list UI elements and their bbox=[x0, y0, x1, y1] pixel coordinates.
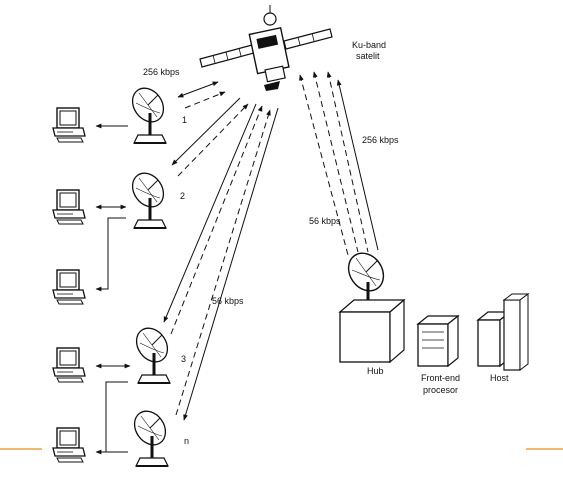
frontend-box bbox=[417, 323, 449, 367]
frontend-box-side bbox=[447, 314, 459, 368]
station-n: n bbox=[52, 381, 189, 468]
link-hub-dashed-3 bbox=[326, 71, 369, 253]
link-station-2-solid bbox=[171, 97, 241, 166]
satellite-label-line2: satelit bbox=[356, 51, 380, 61]
station-1-number: 1 bbox=[182, 115, 187, 125]
link-hub-solid bbox=[336, 79, 379, 251]
frontend-label-line1: Front-end bbox=[421, 373, 460, 383]
satellite-label-line1: Ku-band bbox=[352, 40, 386, 50]
link-hub-dashed-1 bbox=[299, 74, 349, 256]
station-3-number: 3 bbox=[181, 354, 186, 364]
link-station-1-dashed bbox=[184, 91, 226, 109]
computer-icon bbox=[52, 347, 86, 383]
link-station-n-solid bbox=[183, 107, 279, 421]
hub: Hub Front-end procesor Host bbox=[338, 252, 530, 395]
host-label: Host bbox=[490, 373, 509, 383]
hub-label: Hub bbox=[367, 366, 384, 376]
station-2-number: 2 bbox=[180, 191, 185, 201]
hub-box-side bbox=[389, 298, 405, 364]
hub-dish-icon bbox=[347, 252, 385, 308]
link-station-3-solid bbox=[163, 103, 257, 323]
dish-icon bbox=[128, 320, 176, 385]
rate-label-right-lower: 56 kbps bbox=[309, 216, 341, 226]
link-station-2-dashed bbox=[177, 103, 249, 177]
station-1: 1 bbox=[52, 80, 187, 145]
station-n-number: n bbox=[184, 436, 189, 446]
computer-icon bbox=[52, 107, 86, 143]
computer-icon bbox=[52, 427, 86, 463]
link-station-3-dashed bbox=[170, 105, 263, 335]
link-hub-dashed-2 bbox=[312, 71, 359, 253]
computer-icon bbox=[52, 189, 86, 225]
station-3: 3 bbox=[52, 320, 186, 385]
rate-label-middle: 56 kbps bbox=[212, 296, 244, 306]
link-station-n-dashed bbox=[175, 109, 271, 416]
rate-label-top-left: 256 kbps bbox=[143, 67, 180, 77]
computer-icon bbox=[52, 269, 86, 305]
link-station-1-solid bbox=[177, 81, 219, 98]
dish-icon bbox=[126, 403, 174, 468]
rate-label-right-upper: 256 kbps bbox=[362, 135, 399, 145]
hub-box bbox=[339, 311, 391, 363]
station-2: 2 bbox=[52, 165, 185, 305]
station-n-bus-link bbox=[105, 381, 128, 452]
host-box bbox=[477, 319, 501, 367]
satellite-links bbox=[163, 71, 379, 421]
frontend-label-line2: procesor bbox=[423, 385, 458, 395]
station-2-second-pc-link bbox=[95, 217, 126, 292]
dish-icon bbox=[124, 80, 172, 145]
dish-icon bbox=[124, 165, 172, 230]
satellite-icon bbox=[199, 5, 333, 91]
host-tower bbox=[503, 299, 521, 371]
